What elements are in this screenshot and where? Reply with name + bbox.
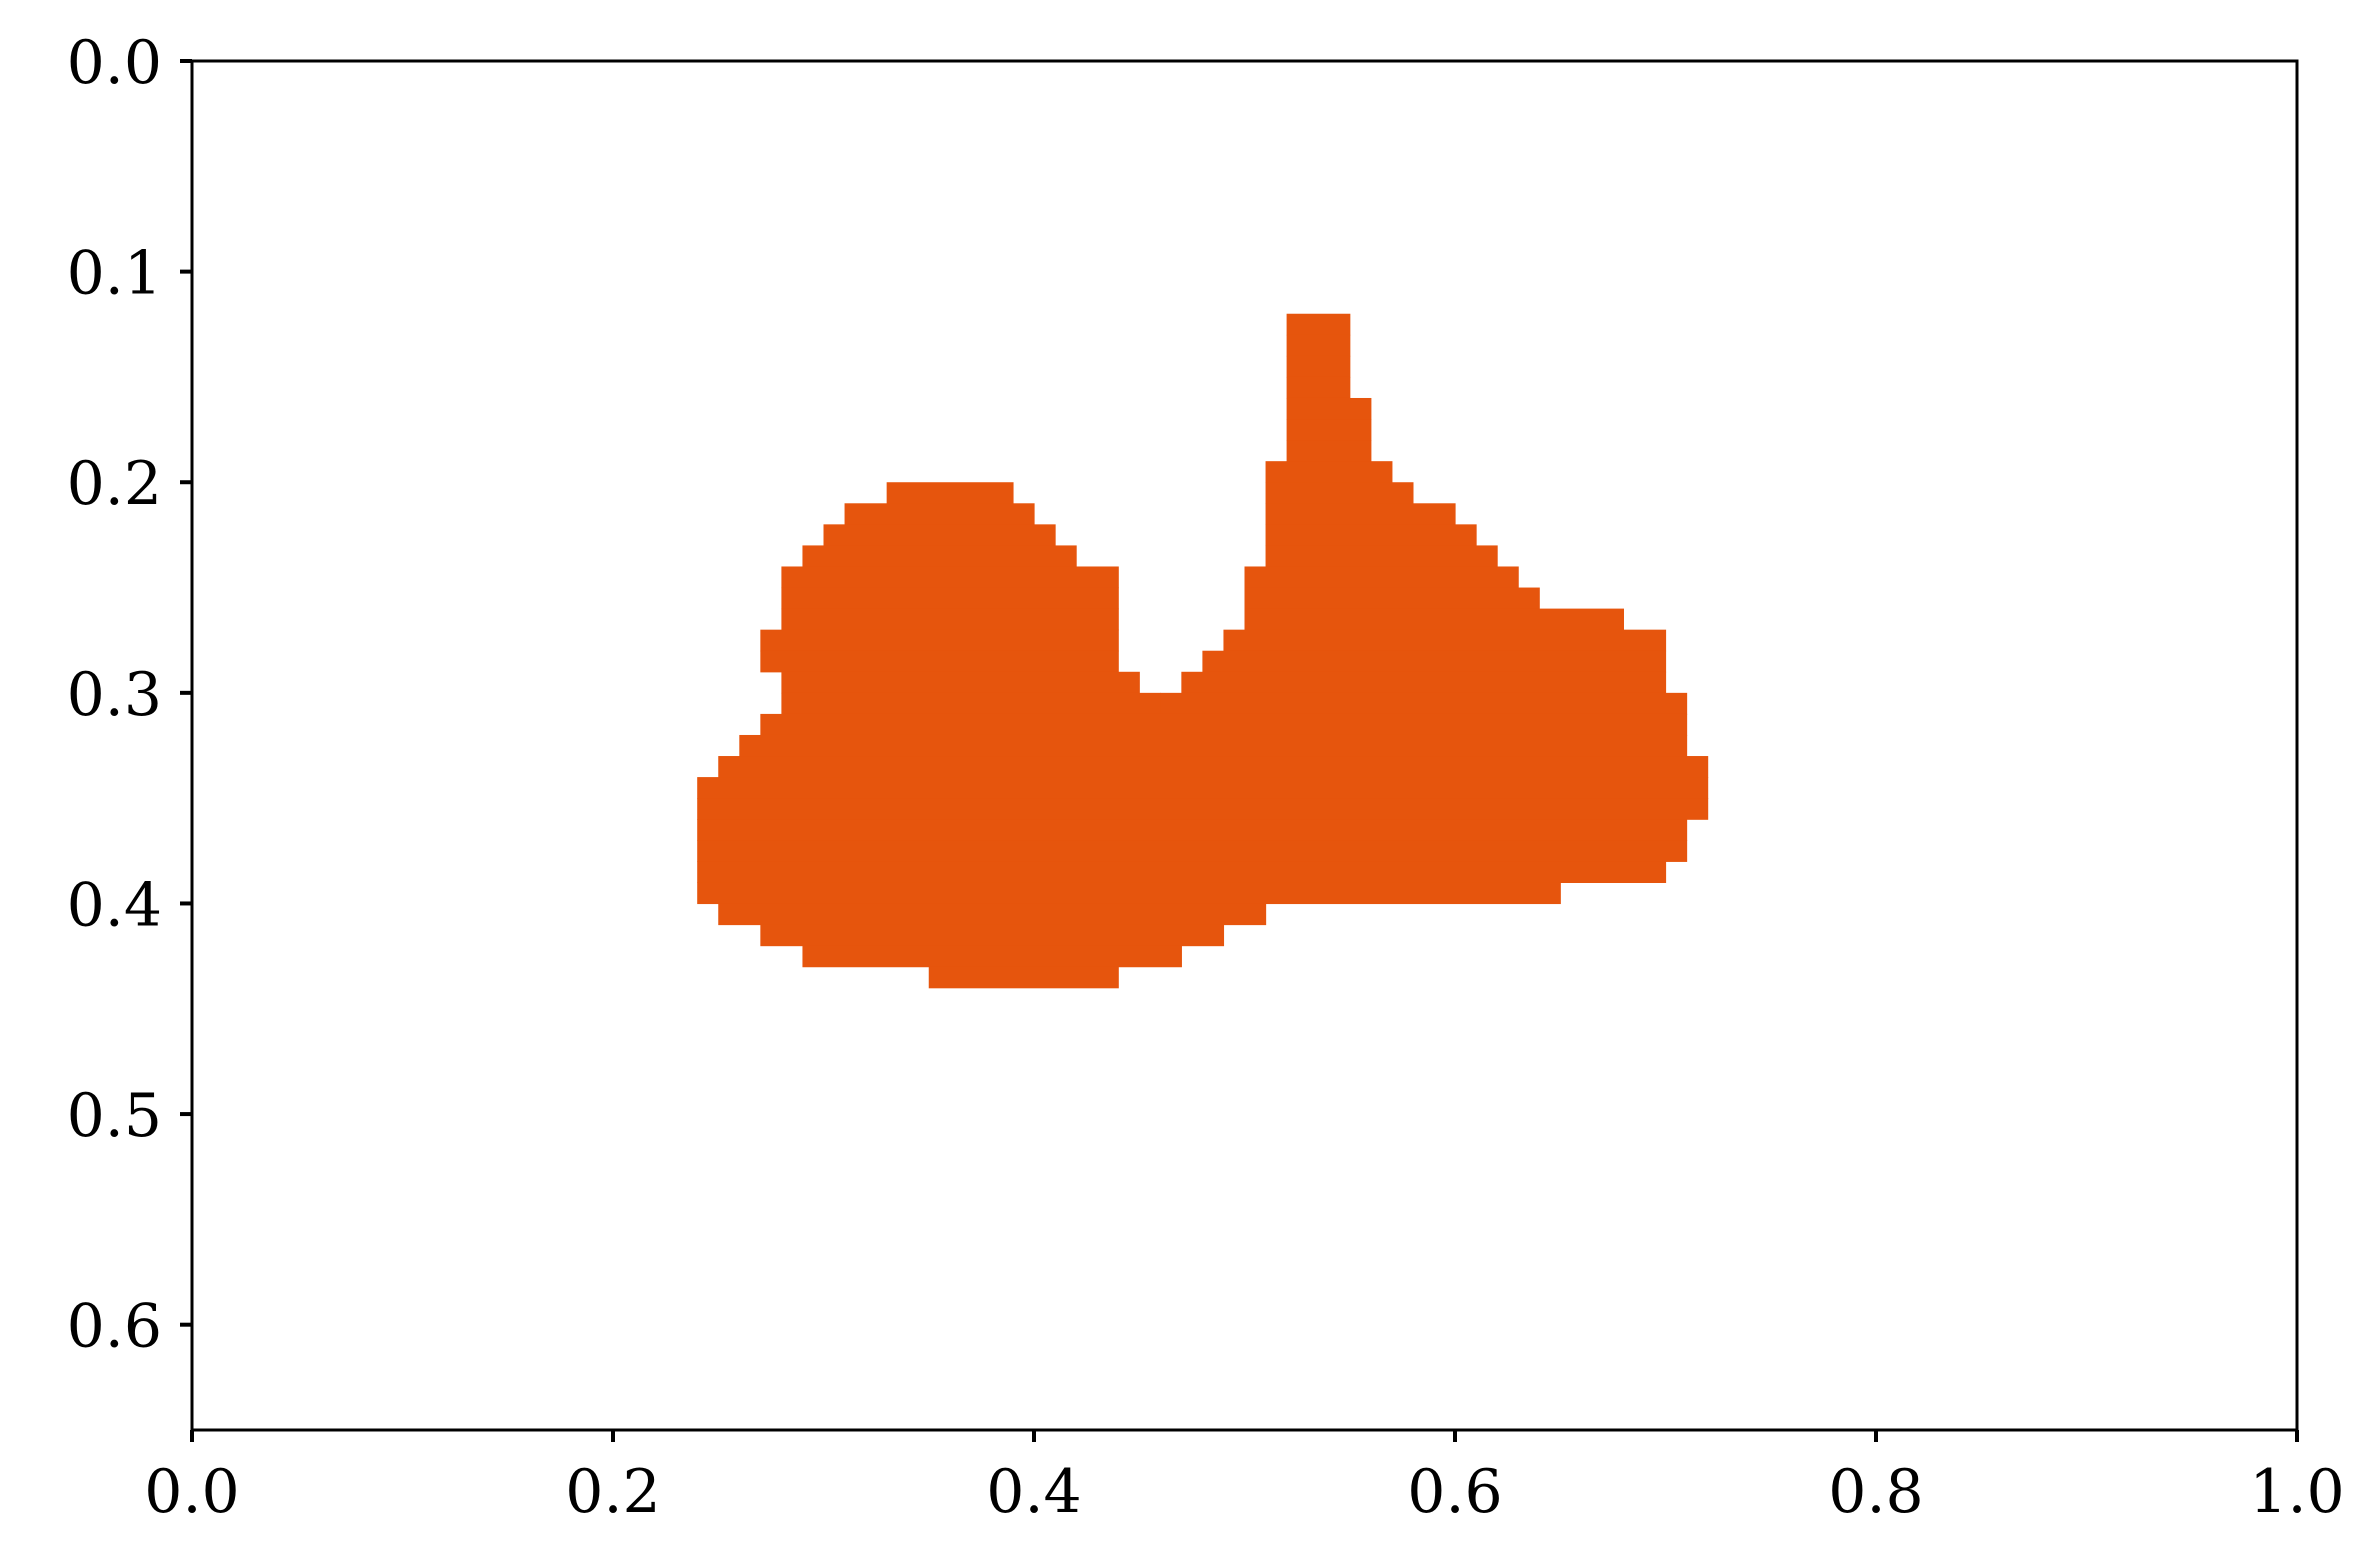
x-axis: 0.0 0.2 0.4 0.6 0.8 1.0	[144, 1430, 2345, 1527]
y-tick-label-3: 0.3	[67, 660, 162, 730]
mask-cell-row-4-span-0	[1286, 397, 1372, 420]
mask-cell-row-16-span-1	[1202, 650, 1667, 673]
mask-cell-row-15-span-0	[760, 629, 1119, 652]
mask-cell-row-20-span-0	[739, 734, 1688, 757]
x-tick-label-5: 1.0	[2249, 1457, 2344, 1527]
y-tick-label-6: 0.6	[67, 1292, 162, 1362]
y-tick-label-1: 0.1	[67, 239, 162, 309]
mask-cell-row-10-span-1	[1265, 524, 1477, 547]
mask-cell-row-23-span-0	[697, 798, 1709, 820]
mask-cell-row-0-span-0	[1286, 313, 1351, 336]
mask-cell-row-28-span-0	[718, 903, 1267, 926]
mask-cell-row-11-span-0	[802, 545, 1077, 568]
mask-cell-row-6-span-0	[1286, 440, 1372, 462]
mask-cell-row-31-span-0	[928, 966, 1119, 989]
mask-cell-row-22-span-0	[697, 777, 1709, 799]
x-tick-label-0: 0.0	[144, 1457, 239, 1527]
mask-cell-row-8-span-0	[886, 482, 1014, 504]
mask-cell-row-13-span-1	[1244, 587, 1540, 610]
mask-cell-row-25-span-0	[697, 840, 1688, 862]
mask-cell-row-16-span-0	[760, 650, 1119, 673]
mask-cell-row-10-span-0	[823, 524, 1056, 547]
mask-cell-row-17-span-0	[781, 671, 1140, 694]
mask-cell-row-5-span-0	[1286, 419, 1372, 441]
y-tick-label-0: 0.0	[67, 28, 162, 98]
mask-cell-row-30-span-0	[802, 945, 1182, 968]
plot-area	[190, 59, 2299, 1432]
mask-cell-row-3-span-0	[1286, 376, 1351, 399]
y-tick-label-5: 0.5	[67, 1081, 162, 1151]
mask-cell-row-17-span-1	[1181, 671, 1667, 694]
mask-cell-row-14-span-0	[781, 608, 1119, 631]
x-tick-label-2: 0.4	[986, 1457, 1081, 1527]
mask-cell-row-2-span-0	[1286, 355, 1351, 378]
mask-cell-row-11-span-1	[1265, 545, 1498, 568]
mask-cell-row-29-span-0	[760, 924, 1225, 947]
mask-cells	[697, 313, 1709, 989]
mask-cell-row-9-span-1	[1265, 503, 1456, 525]
x-tick-label-3: 0.6	[1407, 1457, 1502, 1527]
mask-cell-row-14-span-1	[1244, 608, 1624, 631]
mask-cell-row-19-span-0	[760, 713, 1688, 736]
y-tick-label-2: 0.2	[67, 449, 162, 519]
mask-cell-row-27-span-0	[697, 882, 1561, 905]
mask-cell-row-21-span-0	[718, 756, 1709, 778]
mask-cell-row-9-span-0	[844, 503, 1035, 525]
y-axis: 0.0 0.1 0.2 0.3 0.4 0.5 0.6	[67, 28, 192, 1362]
mask-cell-row-18-span-1	[1160, 692, 1688, 715]
mask-cell-row-24-span-0	[697, 819, 1688, 841]
x-tick-label-4: 0.8	[1828, 1457, 1923, 1527]
mask-cell-row-1-span-0	[1286, 334, 1351, 357]
x-tick-label-1: 0.2	[565, 1457, 660, 1527]
mask-cell-row-8-span-1	[1265, 482, 1414, 504]
mask-cell-row-15-span-1	[1223, 629, 1667, 652]
mask-cell-row-26-span-0	[697, 861, 1667, 883]
mask-cell-row-13-span-0	[781, 587, 1119, 610]
mask-cell-row-12-span-0	[781, 566, 1119, 589]
y-tick-label-4: 0.4	[67, 870, 162, 940]
mask-cell-row-18-span-0	[781, 692, 1161, 715]
plot-frame	[190, 59, 2299, 1432]
mask-cell-row-12-span-1	[1244, 566, 1519, 589]
mask-cell-row-7-span-0	[1265, 461, 1393, 483]
